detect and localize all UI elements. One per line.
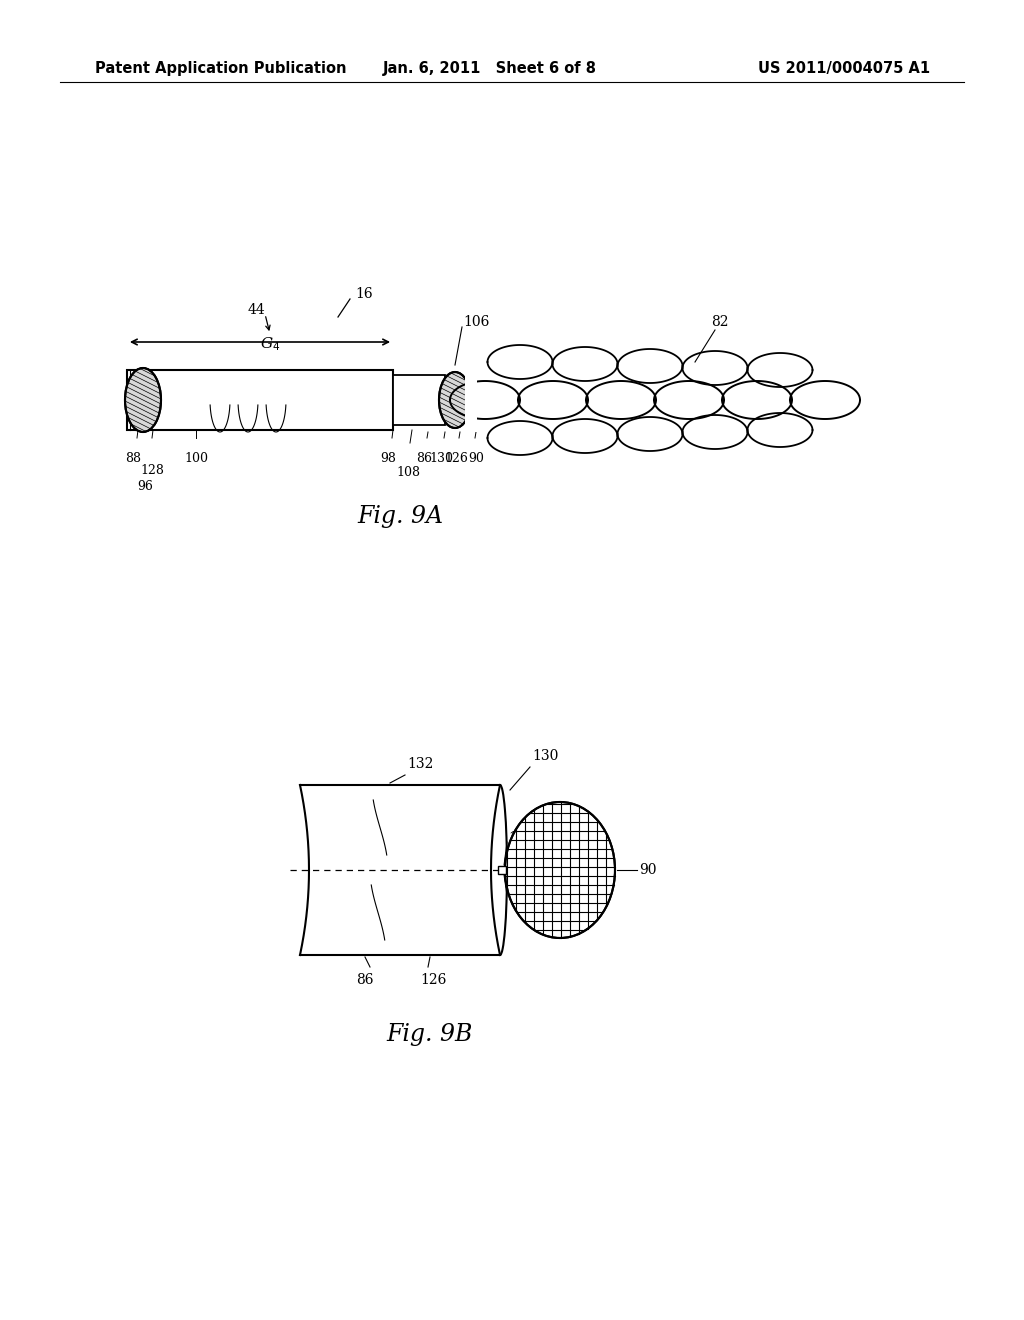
Text: 90: 90: [639, 863, 656, 876]
Text: 82: 82: [712, 315, 729, 329]
Text: 134: 134: [508, 894, 535, 907]
Text: 130: 130: [532, 748, 558, 763]
Text: 128: 128: [140, 465, 164, 477]
Text: 130: 130: [429, 451, 453, 465]
Text: 86: 86: [356, 973, 374, 987]
Text: 106: 106: [463, 315, 489, 329]
Text: Fig. 9B: Fig. 9B: [387, 1023, 473, 1045]
Text: 86: 86: [416, 451, 432, 465]
Text: 132: 132: [407, 756, 433, 771]
Text: 100: 100: [184, 451, 208, 465]
Text: 98: 98: [380, 451, 396, 465]
Text: 90: 90: [468, 451, 484, 465]
Ellipse shape: [125, 368, 161, 432]
Ellipse shape: [439, 372, 471, 428]
Text: 44: 44: [248, 304, 266, 317]
Text: 126: 126: [420, 973, 446, 987]
Text: 126: 126: [444, 451, 468, 465]
Bar: [127, 370, 393, 430]
Text: 136: 136: [508, 832, 535, 845]
Text: 88: 88: [125, 451, 141, 465]
Text: 108: 108: [396, 466, 420, 479]
Ellipse shape: [505, 803, 615, 939]
Text: 16: 16: [355, 286, 373, 301]
Bar: [498, 866, 506, 874]
Text: Patent Application Publication: Patent Application Publication: [95, 61, 346, 75]
Text: G$_4$: G$_4$: [260, 335, 281, 352]
Text: 96: 96: [137, 480, 153, 492]
Text: Fig. 9A: Fig. 9A: [357, 506, 443, 528]
Text: Jan. 6, 2011   Sheet 6 of 8: Jan. 6, 2011 Sheet 6 of 8: [383, 61, 597, 75]
Bar: [465, 368, 477, 432]
Bar: [393, 375, 445, 425]
Text: US 2011/0004075 A1: US 2011/0004075 A1: [758, 61, 930, 75]
